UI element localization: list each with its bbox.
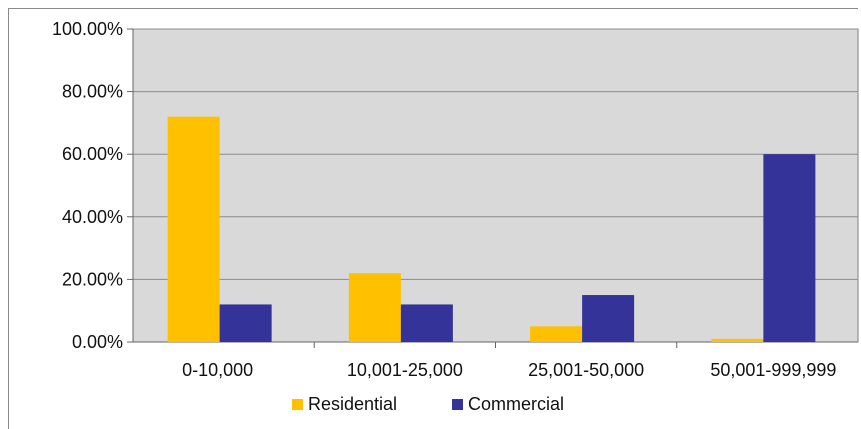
legend-swatch-commercial [452,399,463,410]
bars [167,116,816,342]
bar-residential-3 [711,338,764,342]
x-tick-label: 10,001-25,000 [347,360,463,380]
legend-label-commercial: Commercial [468,394,564,414]
bar-residential-2 [530,326,583,342]
legend: Residential Commercial [292,394,564,414]
y-tick-label: 0.00% [72,332,123,352]
y-tick-label: 60.00% [62,144,123,164]
x-tick-label: 50,001-999,999 [710,360,836,380]
bar-residential-0 [167,116,220,342]
bar-commercial-2 [582,295,635,342]
legend-label-residential: Residential [308,394,397,414]
legend-swatch-residential [292,399,303,410]
x-axis: 0-10,000 10,001-25,000 25,001-50,000 50,001… [133,341,858,380]
y-tick-label: 40.00% [62,207,123,227]
y-axis: 0.00% 20.00% 40.00% 60.00% 80.00% 100.00% [52,19,134,352]
plot-area [132,28,859,343]
bar-commercial-0 [219,304,272,342]
y-tick-label: 20.00% [62,269,123,289]
bar-commercial-1 [400,304,453,342]
plot-background [132,28,859,343]
x-tick-label: 0-10,000 [182,360,253,380]
bar-residential-1 [348,273,401,342]
y-tick-label: 100.00% [52,19,123,39]
y-tick-label: 80.00% [62,82,123,102]
x-tick-label: 25,001-50,000 [528,360,644,380]
bar-commercial-3 [763,154,816,342]
